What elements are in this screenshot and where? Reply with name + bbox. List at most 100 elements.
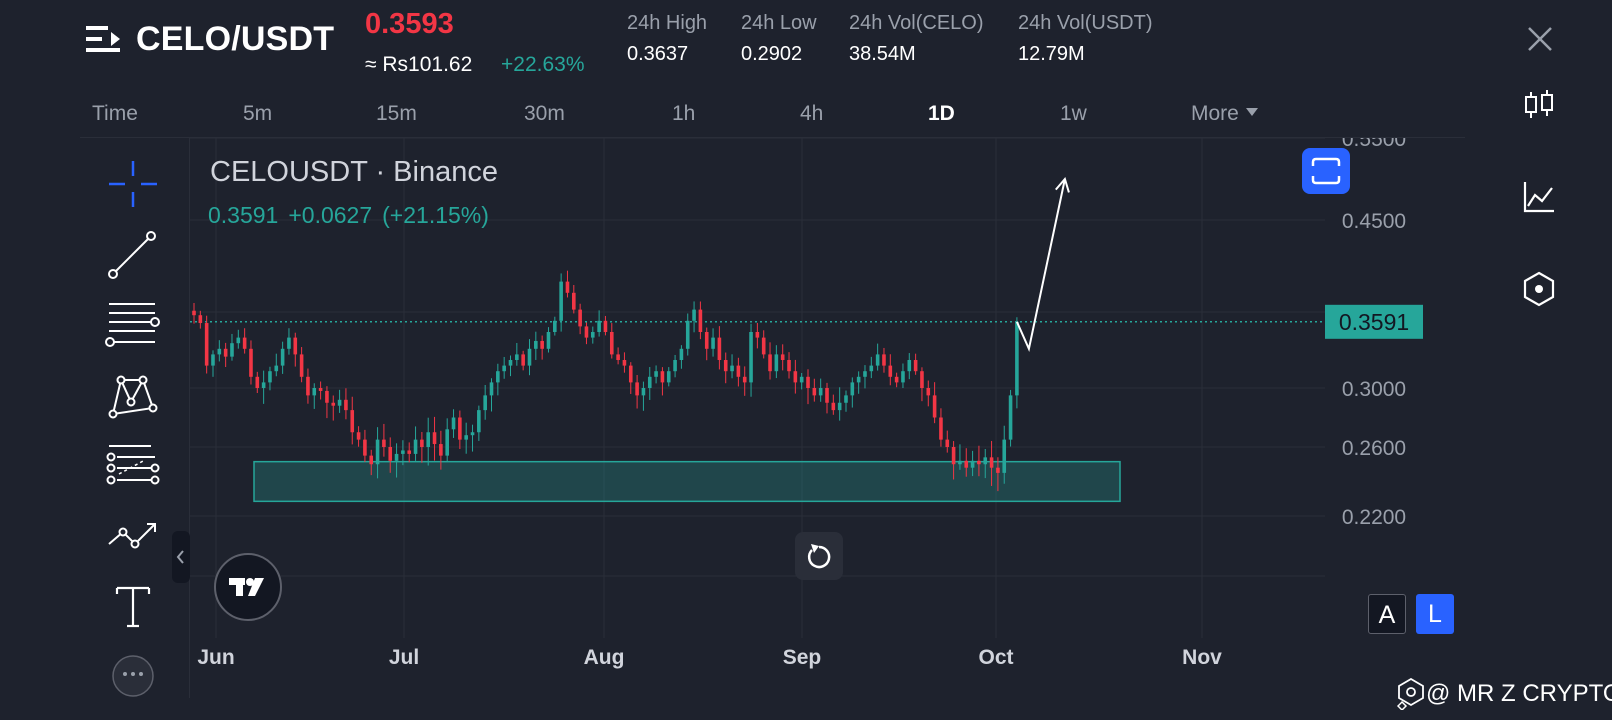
pair-title[interactable]: CELO/USDT — [136, 20, 335, 58]
candle — [825, 388, 829, 403]
x-tick-label: Nov — [1182, 646, 1222, 669]
projection-arrow[interactable] — [1015, 176, 1070, 353]
x-tick-label: Sep — [783, 646, 822, 669]
tf-1d[interactable]: 1D — [928, 102, 955, 125]
candle — [204, 323, 209, 366]
stat-label: 24h High — [627, 12, 708, 34]
candle — [831, 402, 836, 411]
reset-chart-button[interactable] — [795, 532, 843, 580]
candle — [869, 365, 874, 372]
menu-list-icon[interactable] — [86, 24, 120, 54]
close-icon[interactable] — [1525, 24, 1555, 54]
candle — [837, 402, 842, 411]
candle — [344, 399, 348, 411]
stat-24h-vol-quote: 24h Vol(USDT) 12.79M — [1018, 12, 1153, 66]
tf-30m[interactable]: 30m — [524, 102, 565, 125]
candle — [590, 332, 595, 338]
fullscreen-button[interactable] — [1302, 148, 1350, 194]
crosshair-icon[interactable] — [105, 158, 161, 212]
candle — [926, 388, 931, 396]
stat-value: 0.2902 — [741, 43, 803, 65]
candle — [692, 309, 696, 321]
candle — [755, 332, 760, 338]
hexagon-settings-icon[interactable] — [1520, 270, 1558, 308]
ohlc-change: +0.0627 — [288, 202, 373, 228]
candle — [787, 360, 791, 372]
candle — [420, 439, 424, 447]
candle — [609, 332, 614, 355]
tf-more-dropdown[interactable]: More — [1191, 102, 1258, 126]
candle — [780, 354, 785, 360]
support-zone-rectangle[interactable] — [253, 460, 1121, 503]
candle — [401, 450, 405, 454]
candlestick-icon[interactable] — [1520, 86, 1558, 124]
candle — [223, 348, 228, 357]
candle — [704, 332, 709, 349]
candle — [723, 360, 728, 372]
log-scale-button[interactable]: L — [1416, 594, 1454, 634]
candle — [318, 388, 323, 391]
price-axis[interactable]: 0.5500 0.4500 0.3000 0.2600 0.2200 — [1342, 138, 1406, 529]
tf-4h[interactable]: 4h — [800, 102, 824, 125]
path-icon[interactable] — [105, 510, 161, 564]
stat-24h-vol-base: 24h Vol(CELO) 38.54M — [849, 12, 984, 66]
ohlc-last: 0.3591 — [208, 202, 279, 228]
x-tick-label: Aug — [584, 646, 625, 669]
tf-5m[interactable]: 5m — [243, 102, 273, 125]
toolbar-collapse-handle[interactable] — [172, 531, 190, 583]
candle — [679, 348, 684, 360]
auto-scale-button[interactable]: A — [1368, 594, 1406, 634]
candle — [375, 439, 380, 465]
candle — [451, 417, 456, 430]
candle — [977, 460, 981, 465]
tf-more-label: More — [1191, 102, 1239, 125]
trendline-icon[interactable] — [105, 228, 161, 282]
stat-24h-low: 24h Low 0.2902 — [741, 12, 817, 66]
drawing-toolbar — [80, 138, 190, 698]
candle — [280, 348, 285, 366]
time-axis[interactable]: Jun Jul Aug Sep Oct Nov — [197, 646, 1222, 669]
candle — [717, 337, 722, 360]
chart-ohlc-legend: 0.3591 +0.0627 (+21.15%) — [208, 202, 499, 229]
projection-line — [1015, 178, 1066, 353]
candle — [806, 376, 810, 388]
candle — [198, 315, 203, 324]
stat-24h-high: 24h High 0.3637 — [627, 12, 707, 66]
candle — [844, 395, 848, 403]
indicator-chart-icon[interactable] — [1520, 178, 1558, 216]
candle — [996, 467, 1000, 473]
tf-1h[interactable]: 1h — [672, 102, 696, 125]
candle — [388, 447, 393, 461]
fullscreen-icon — [1311, 157, 1341, 185]
candle — [534, 340, 538, 349]
text-tool-icon[interactable] — [105, 580, 161, 634]
candle — [331, 402, 336, 406]
reset-icon — [807, 544, 831, 569]
candle — [559, 281, 563, 321]
y-tick-label: 0.2600 — [1342, 437, 1406, 460]
tf-1w[interactable]: 1w — [1060, 102, 1087, 125]
price-chart[interactable]: 0.5500 0.4500 0.3000 0.2600 0.2200 Jun Jul Aug… — [190, 138, 1465, 698]
projection-arrowhead — [1055, 176, 1070, 193]
ohlc-change-pct: (+21.15%) — [382, 202, 489, 228]
more-tools-icon[interactable] — [105, 644, 161, 698]
candle — [572, 292, 576, 310]
candle — [540, 340, 544, 349]
candle — [325, 390, 329, 403]
candle — [268, 371, 272, 383]
fib-levels-icon[interactable] — [105, 440, 161, 494]
candle — [236, 337, 241, 344]
candle — [970, 460, 975, 468]
pattern-icon[interactable] — [105, 370, 161, 424]
candle — [407, 450, 412, 454]
stat-label: 24h Low — [741, 12, 817, 34]
candle — [445, 429, 449, 456]
tf-time-label: Time — [92, 102, 138, 125]
horizontal-lines-icon[interactable] — [105, 298, 161, 352]
candle — [255, 376, 260, 388]
candle — [515, 354, 519, 360]
candle — [496, 371, 500, 383]
candle — [477, 410, 481, 433]
tf-15m[interactable]: 15m — [376, 102, 417, 125]
candle — [768, 354, 772, 372]
